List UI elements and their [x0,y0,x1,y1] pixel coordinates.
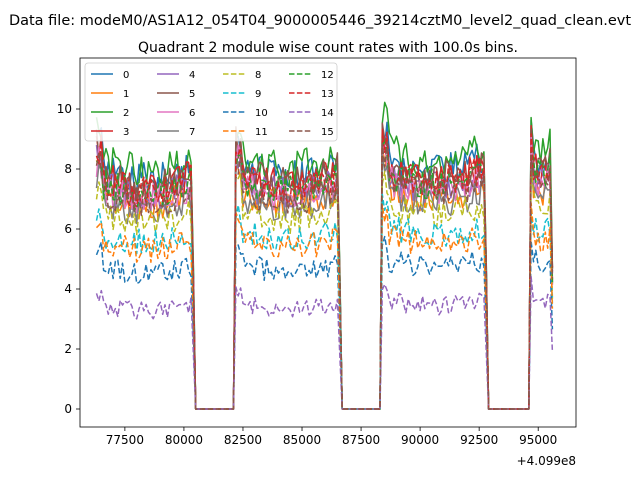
y-tick-label: 10 [57,102,72,116]
series-line-8 [95,170,554,410]
y-tick-label: 4 [64,282,72,296]
y-tick-label: 6 [64,222,72,236]
x-tick-label: 87500 [342,433,380,447]
legend-label-2: 2 [123,108,129,119]
legend-label-14: 14 [321,108,334,119]
x-axis: 77500 80000 82500 85000 87500 90000 92500 95000 [106,427,557,447]
series-lines [95,101,554,410]
x-tick-label: 77500 [106,433,144,447]
legend-label-10: 10 [255,108,268,119]
series-line-12 [95,137,554,410]
legend-label-12: 12 [321,70,334,81]
x-tick-label: 80000 [165,433,203,447]
y-axis: 0 2 4 6 8 10 [57,102,80,416]
chart-title: Quadrant 2 module wise count rates with … [138,40,518,56]
legend-box [84,62,338,142]
legend-label-8: 8 [255,70,261,81]
y-tick-label: 8 [64,162,72,176]
x-tick-label: 95000 [519,433,557,447]
x-tick-label: 92500 [460,433,498,447]
series-line-9 [95,193,554,410]
figure-suptitle: Data file: modeM0/AS1A12_054T04_90000054… [9,13,631,29]
x-tick-label: 90000 [401,433,439,447]
legend-label-6: 6 [189,108,195,119]
legend-label-0: 0 [123,70,129,81]
legend-label-7: 7 [189,127,195,138]
legend-label-3: 3 [123,127,129,138]
series-line-3 [95,124,554,410]
legend-label-9: 9 [255,89,261,100]
legend-label-4: 4 [189,70,195,81]
series-line-6 [95,134,554,410]
legend-label-13: 13 [321,89,334,100]
x-offset-label: +4.099e8 [517,454,576,468]
legend-label-5: 5 [189,89,195,100]
plot-frame [79,57,577,428]
legend-label-1: 1 [123,89,129,100]
series-line-10 [95,235,554,410]
series-line-7 [95,154,554,410]
y-tick-label: 2 [64,342,72,356]
x-tick-label: 85000 [283,433,321,447]
y-tick-label: 0 [64,402,72,416]
series-line-11 [95,202,554,410]
legend-label-11: 11 [255,127,268,138]
series-line-14 [95,275,554,410]
legend-label-15: 15 [321,127,334,138]
x-tick-label: 82500 [224,433,262,447]
